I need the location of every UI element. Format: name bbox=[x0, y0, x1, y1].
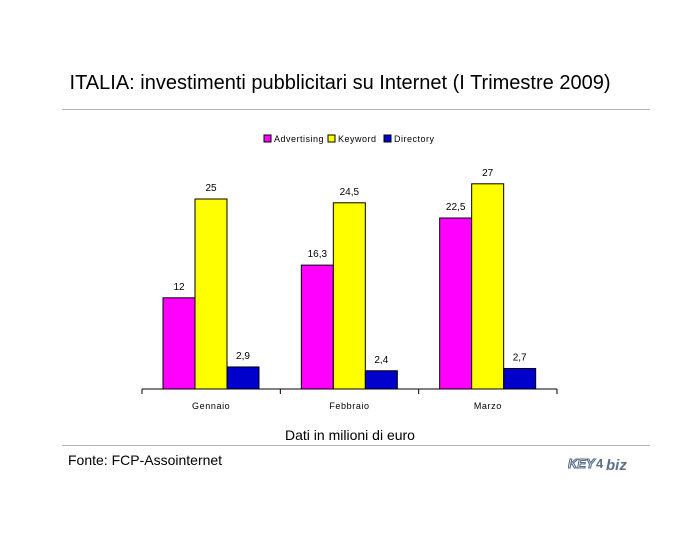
svg-text:4: 4 bbox=[596, 456, 604, 471]
legend-swatch-advertising bbox=[263, 134, 272, 143]
legend-label-directory: Directory bbox=[394, 134, 435, 144]
legend-swatch-keyword bbox=[327, 134, 336, 143]
data-label: 27 bbox=[482, 168, 494, 179]
footer-divider bbox=[62, 445, 650, 446]
chart-title: ITALIA: investimenti pubblicitari su Int… bbox=[69, 72, 611, 94]
data-label: 25 bbox=[205, 183, 217, 194]
bar-chart: 12 25 2,9 Gennaio 16,3 24,5 2,4 Febbraio 22,5 27 2… bbox=[141, 134, 558, 411]
data-label: 16,3 bbox=[308, 249, 328, 260]
legend-label-advertising: Advertising bbox=[274, 134, 324, 144]
data-label: 2,9 bbox=[236, 351, 250, 362]
x-tick-label: Gennaio bbox=[192, 401, 230, 411]
source-note: Fonte: FCP-Assointernet bbox=[68, 452, 223, 468]
legend-label-keyword: Keyword bbox=[338, 134, 377, 144]
data-label: 24,5 bbox=[340, 187, 360, 198]
bar-advertising-febbraio bbox=[300, 264, 334, 390]
data-label: 2,4 bbox=[374, 355, 388, 366]
data-label: 2,7 bbox=[513, 352, 527, 363]
x-tick-label: Febbraio bbox=[329, 401, 369, 411]
legend-swatch-directory bbox=[383, 134, 392, 143]
title-divider bbox=[62, 109, 650, 110]
bar-keyword-gennaio bbox=[194, 198, 228, 390]
bar-advertising-marzo bbox=[439, 217, 473, 390]
bar-directory-febbraio bbox=[364, 370, 398, 390]
bar-directory-gennaio bbox=[226, 366, 260, 390]
data-label: 22,5 bbox=[446, 202, 466, 213]
key4biz-logo: KEY 4 biz bbox=[568, 455, 627, 474]
x-tick-label: Marzo bbox=[474, 401, 502, 411]
svg-text:biz: biz bbox=[606, 457, 627, 474]
bar-directory-marzo bbox=[503, 367, 537, 390]
bar-advertising-gennaio bbox=[162, 297, 196, 390]
chart-subtitle: Dati in milioni di euro bbox=[285, 427, 415, 443]
bar-keyword-marzo bbox=[471, 183, 505, 390]
svg-text:KEY: KEY bbox=[568, 456, 596, 471]
data-label: 12 bbox=[173, 282, 185, 293]
bar-keyword-febbraio bbox=[332, 202, 366, 390]
